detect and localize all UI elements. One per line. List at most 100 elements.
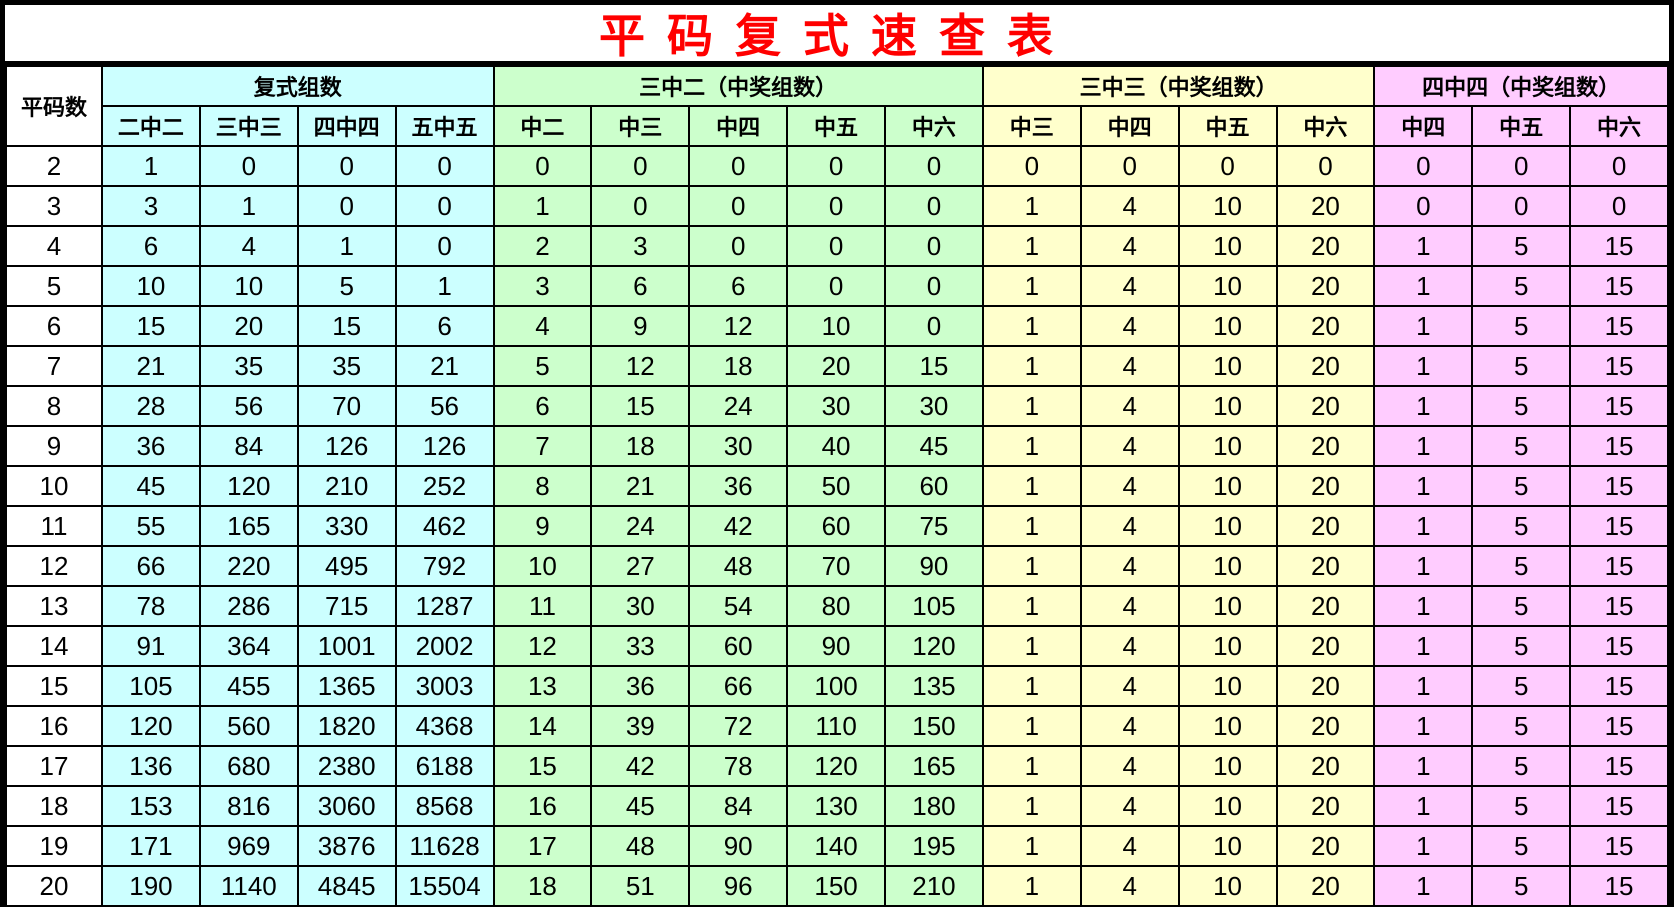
- value-cell: 15: [1569, 345, 1669, 387]
- value-cell: 12: [492, 625, 593, 667]
- row-number-cell: 20: [5, 865, 103, 907]
- value-cell: 20: [1275, 705, 1376, 747]
- value-cell: 10: [1177, 745, 1278, 787]
- value-cell: 100: [786, 665, 886, 707]
- value-cell: 91: [101, 625, 201, 667]
- value-cell: 0: [884, 145, 984, 187]
- value-cell: 15: [1569, 545, 1669, 587]
- value-cell: 120: [101, 705, 201, 747]
- value-cell: 120: [786, 745, 886, 787]
- value-cell: 4: [1079, 665, 1180, 707]
- value-cell: 5: [1471, 825, 1572, 867]
- value-cell: 10: [1177, 865, 1278, 907]
- value-cell: 10: [1177, 265, 1278, 307]
- value-cell: 50: [786, 465, 886, 507]
- value-cell: 4: [1079, 785, 1180, 827]
- value-cell: 150: [884, 705, 984, 747]
- row-number-cell: 16: [5, 705, 103, 747]
- value-cell: 5: [1471, 305, 1572, 347]
- value-cell: 0: [590, 145, 691, 187]
- value-cell: 3: [492, 265, 593, 307]
- value-cell: 20: [1275, 745, 1376, 787]
- row-number-cell: 9: [5, 425, 103, 467]
- value-cell: 20: [1275, 345, 1376, 387]
- value-cell: 80: [786, 585, 886, 627]
- value-cell: 6: [394, 305, 495, 347]
- column-header: 中五: [1177, 105, 1278, 147]
- value-cell: 0: [492, 145, 593, 187]
- value-cell: 10: [1177, 505, 1278, 547]
- value-cell: 15: [1569, 465, 1669, 507]
- value-cell: 0: [688, 185, 789, 227]
- value-cell: 3876: [296, 825, 397, 867]
- value-cell: 54: [688, 585, 789, 627]
- value-cell: 0: [198, 145, 299, 187]
- value-cell: 0: [688, 225, 789, 267]
- value-cell: 11: [492, 585, 593, 627]
- value-cell: 4: [1079, 545, 1180, 587]
- value-cell: 110: [786, 705, 886, 747]
- value-cell: 5: [1471, 865, 1572, 907]
- value-cell: 9: [590, 305, 691, 347]
- value-cell: 15: [884, 345, 984, 387]
- value-cell: 165: [884, 745, 984, 787]
- column-header: 三中三: [198, 105, 299, 147]
- value-cell: 3: [590, 225, 691, 267]
- value-cell: 10: [1177, 705, 1278, 747]
- value-cell: 12: [688, 305, 789, 347]
- value-cell: 20: [1275, 865, 1376, 907]
- value-cell: 70: [786, 545, 886, 587]
- value-cell: 15: [1569, 665, 1669, 707]
- value-cell: 1: [1373, 545, 1474, 587]
- value-cell: 72: [688, 705, 789, 747]
- value-cell: 120: [884, 625, 984, 667]
- value-cell: 24: [688, 385, 789, 427]
- row-number-cell: 8: [5, 385, 103, 427]
- value-cell: 1: [394, 265, 495, 307]
- row-number-cell: 13: [5, 585, 103, 627]
- value-cell: 56: [198, 385, 299, 427]
- value-cell: 0: [981, 145, 1082, 187]
- value-cell: 4: [1079, 745, 1180, 787]
- group-header: 复式组数: [101, 65, 495, 107]
- value-cell: 1: [1373, 465, 1474, 507]
- value-cell: 1: [981, 225, 1082, 267]
- value-cell: 1: [981, 705, 1082, 747]
- value-cell: 20: [1275, 545, 1376, 587]
- value-cell: 1: [1373, 265, 1474, 307]
- value-cell: 130: [786, 785, 886, 827]
- value-cell: 5: [1471, 585, 1572, 627]
- value-cell: 12: [590, 345, 691, 387]
- value-cell: 680: [198, 745, 299, 787]
- value-cell: 136: [101, 745, 201, 787]
- value-cell: 0: [786, 185, 886, 227]
- value-cell: 5: [1471, 425, 1572, 467]
- value-cell: 0: [296, 145, 397, 187]
- value-cell: 0: [1471, 145, 1572, 187]
- value-cell: 5: [1471, 225, 1572, 267]
- value-cell: 5: [492, 345, 593, 387]
- value-cell: 1: [981, 665, 1082, 707]
- value-cell: 1: [981, 425, 1082, 467]
- value-cell: 5: [1471, 705, 1572, 747]
- value-cell: 20: [1275, 385, 1376, 427]
- value-cell: 45: [101, 465, 201, 507]
- value-cell: 10: [1177, 585, 1278, 627]
- value-cell: 20: [1275, 665, 1376, 707]
- value-cell: 10: [492, 545, 593, 587]
- value-cell: 4: [1079, 305, 1180, 347]
- value-cell: 20: [1275, 825, 1376, 867]
- value-cell: 15: [1569, 705, 1669, 747]
- value-cell: 4368: [394, 705, 495, 747]
- value-cell: 10: [1177, 185, 1278, 227]
- value-cell: 3: [101, 185, 201, 227]
- row-number-cell: 2: [5, 145, 103, 187]
- value-cell: 1: [1373, 625, 1474, 667]
- row-number-cell: 12: [5, 545, 103, 587]
- value-cell: 9: [492, 505, 593, 547]
- value-cell: 10: [786, 305, 886, 347]
- value-cell: 48: [688, 545, 789, 587]
- value-cell: 20: [1275, 585, 1376, 627]
- value-cell: 5: [1471, 545, 1572, 587]
- table-row: 6 15 20 15 6 4 9 12 10 0 1 4 10 20 1 5 15: [5, 305, 1669, 347]
